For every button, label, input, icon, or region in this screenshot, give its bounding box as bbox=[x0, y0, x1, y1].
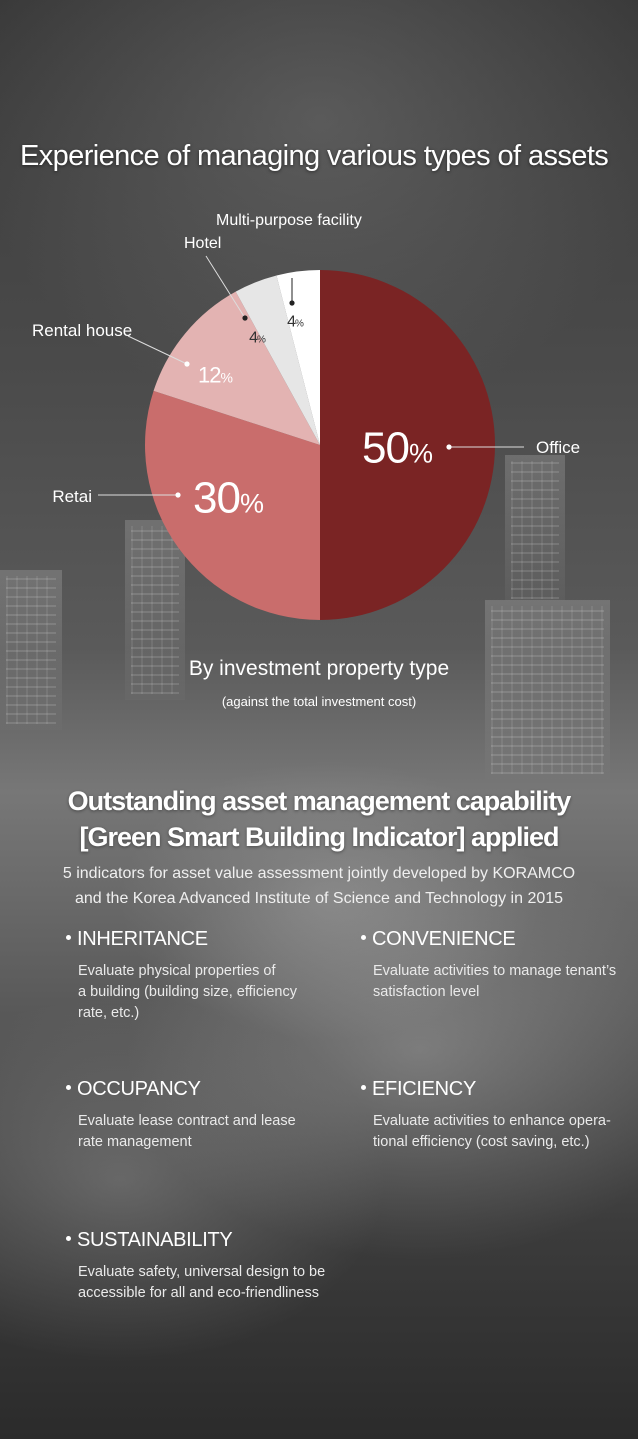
data-label: 4% bbox=[287, 314, 304, 331]
leader-dot bbox=[184, 361, 190, 367]
indicator-sustainability: SUSTAINABILITY Evaluate safety, universa… bbox=[66, 1229, 346, 1304]
leader-line bbox=[127, 335, 188, 365]
indicator-occupancy: OCCUPANCY Evaluate lease contract and le… bbox=[66, 1078, 326, 1153]
bullet-icon bbox=[66, 935, 71, 941]
background-building bbox=[125, 520, 185, 700]
indicator-line: tional efficiency (cost saving, etc.) bbox=[373, 1134, 590, 1150]
leader-dot bbox=[446, 444, 452, 450]
slice-label: Hotel bbox=[184, 235, 221, 252]
section-title-line1: Outstanding asset management capability bbox=[67, 786, 572, 816]
indicator-line: Evaluate activities to manage tenant’s bbox=[373, 963, 617, 979]
pie-slice bbox=[145, 390, 320, 620]
background-building bbox=[485, 600, 610, 780]
bullet-icon bbox=[361, 1085, 366, 1091]
indicator-description: Evaluate physical properties of a buildi… bbox=[78, 961, 326, 1024]
indicator-description: Evaluate lease contract and lease rate m… bbox=[78, 1111, 326, 1153]
leader-dot bbox=[242, 315, 248, 321]
chart-caption: By investment property type bbox=[188, 657, 450, 680]
indicator-inheritance: INHERITANCE Evaluate physical properties… bbox=[66, 928, 326, 1024]
chart-subcaption: (against the total investment cost) bbox=[221, 694, 417, 709]
indicator-line: rate, etc.) bbox=[78, 1005, 140, 1021]
bullet-icon bbox=[66, 1085, 71, 1091]
indicator-line: satisfaction level bbox=[373, 984, 480, 1000]
pie-slice bbox=[153, 291, 320, 445]
indicator-description: Evaluate activities to manage tenant’s s… bbox=[373, 961, 631, 1003]
slice-label: Multi-purpose facility bbox=[216, 212, 362, 229]
indicator-line: rate management bbox=[78, 1134, 192, 1150]
section-desc-line2: and the Korea Advanced Institute of Scie… bbox=[74, 890, 564, 907]
pie-slice bbox=[320, 270, 495, 620]
section-title-line2: [Green Smart Building Indicator] applied bbox=[79, 822, 559, 852]
leader-line bbox=[205, 255, 246, 319]
data-label: 12% bbox=[198, 363, 232, 388]
indicator-description: Evaluate safety, universal design to be … bbox=[78, 1262, 346, 1304]
indicator-description: Evaluate activities to enhance opera- ti… bbox=[373, 1111, 631, 1153]
indicator-name: CONVENIENCE bbox=[372, 928, 516, 950]
slice-label: Retai bbox=[52, 487, 92, 506]
indicator-name: OCCUPANCY bbox=[77, 1078, 201, 1100]
slice-label: Rental house bbox=[32, 321, 132, 340]
background-building bbox=[505, 455, 565, 605]
indicator-line: Evaluate activities to enhance opera- bbox=[373, 1113, 611, 1129]
indicator-line: Evaluate safety, universal design to be bbox=[78, 1264, 326, 1280]
indicator-name: INHERITANCE bbox=[77, 928, 208, 950]
indicator-convenience: CONVENIENCE Evaluate activities to manag… bbox=[361, 928, 631, 1003]
section-desc-line1: 5 indicators for asset value assessment … bbox=[62, 865, 576, 882]
indicator-line: Evaluate lease contract and lease bbox=[78, 1113, 296, 1129]
pie-slice bbox=[276, 270, 320, 445]
indicator-line: a building (building size, efficiency bbox=[78, 984, 297, 1000]
indicator-line: Evaluate physical properties of bbox=[78, 963, 276, 979]
indicator-name: EFICIENCY bbox=[372, 1078, 476, 1100]
leader-dot bbox=[175, 492, 181, 498]
background-building bbox=[0, 570, 62, 730]
page-title: Experience of managing various types of … bbox=[20, 140, 609, 172]
bullet-icon bbox=[361, 935, 366, 941]
indicator-name: SUSTAINABILITY bbox=[77, 1229, 233, 1251]
leader-dot bbox=[289, 300, 295, 306]
slice-label: Office bbox=[536, 438, 580, 457]
bullet-icon bbox=[66, 1236, 71, 1242]
indicator-efficiency: EFICIENCY Evaluate activities to enhance… bbox=[361, 1078, 631, 1153]
indicator-line: accessible for all and eco-friendliness bbox=[78, 1285, 319, 1301]
pie-slice bbox=[235, 275, 320, 445]
data-label: 4% bbox=[249, 330, 266, 347]
